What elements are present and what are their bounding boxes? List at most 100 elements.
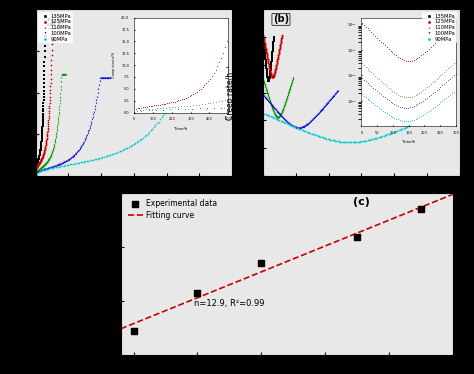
Point (37, 145, 45, 151)
Point (325, 99, 332, 105)
Point (279, 106, 287, 112)
Point (274, 117, 282, 123)
Point (62, 71, 69, 77)
Point (150, 124, 158, 130)
Point (287, 83, 294, 89)
Point (320, 104, 328, 110)
Point (36, 160, 43, 166)
Point (419, 117, 427, 123)
Point (270, 108, 277, 114)
Point (268, 73, 275, 79)
Point (95, 83, 103, 89)
Point (353, 139, 360, 145)
Point (42, 33, 49, 39)
Point (34, 159, 41, 165)
Point (265, 76, 273, 82)
Point (46, 87, 54, 93)
Point (296, 125, 304, 131)
Point (311, 114, 319, 120)
Point (35, 161, 42, 167)
Point (167, 99, 175, 105)
Point (50, 165, 58, 171)
Point (327, 137, 334, 142)
Point (57, 161, 65, 167)
Point (269, 42, 277, 48)
Point (262, 59, 270, 65)
Point (276, 42, 284, 48)
Point (50, 144, 57, 150)
Point (50, 143, 58, 149)
Point (278, 35, 285, 41)
Point (49, 37, 56, 43)
Point (397, 126, 405, 132)
Point (261, 40, 268, 46)
Point (262, 44, 269, 50)
Point (51, 140, 58, 145)
Point (71, 151, 79, 157)
Point (275, 51, 283, 57)
Point (274, 114, 282, 120)
Point (331, 138, 339, 144)
Point (34, 158, 42, 164)
Point (271, 70, 279, 76)
Point (266, 96, 273, 102)
Point (62, 71, 69, 77)
Point (74, 160, 82, 166)
Point (319, 105, 327, 111)
Point (264, 93, 272, 99)
Point (35, 155, 43, 161)
Point (271, 115, 278, 121)
Point (75, 160, 83, 166)
Point (37, 165, 45, 171)
Point (37, 168, 45, 174)
Point (42, 139, 50, 145)
Point (409, 122, 416, 128)
Point (264, 77, 272, 83)
Point (49, 37, 57, 43)
Point (105, 152, 112, 158)
Point (43, 134, 51, 140)
Point (282, 98, 289, 104)
Point (283, 95, 291, 101)
Point (280, 104, 288, 110)
Point (281, 119, 288, 125)
Point (269, 74, 276, 80)
Point (263, 63, 270, 69)
Point (289, 123, 296, 129)
Point (36, 165, 44, 171)
Point (310, 116, 318, 122)
Point (90, 111, 97, 117)
Point (158, 114, 165, 120)
Point (266, 70, 274, 76)
Point (34, 167, 42, 173)
Point (268, 50, 276, 56)
Point (268, 53, 276, 59)
Point (34, 167, 41, 173)
Point (266, 68, 274, 74)
Point (277, 40, 284, 46)
Point (265, 61, 273, 67)
Point (90, 157, 97, 163)
Point (324, 136, 331, 142)
Point (39, 123, 46, 129)
Point (33, 161, 41, 167)
Point (287, 122, 294, 128)
Point (36, 165, 44, 171)
Point (54, 120, 62, 126)
Text: (a): (a) (46, 18, 61, 28)
Point (90, 109, 98, 115)
Point (262, 96, 270, 102)
Point (296, 125, 303, 131)
Point (36, 148, 44, 154)
Point (32, 163, 40, 169)
Point (436, 110, 443, 116)
Point (262, 55, 269, 61)
Point (33, 165, 40, 171)
Point (93, 94, 101, 99)
Point (266, 74, 273, 80)
Point (270, 73, 277, 79)
Point (267, 62, 275, 68)
Point (371, 135, 379, 141)
Point (328, 94, 336, 100)
Point (39, 167, 46, 173)
